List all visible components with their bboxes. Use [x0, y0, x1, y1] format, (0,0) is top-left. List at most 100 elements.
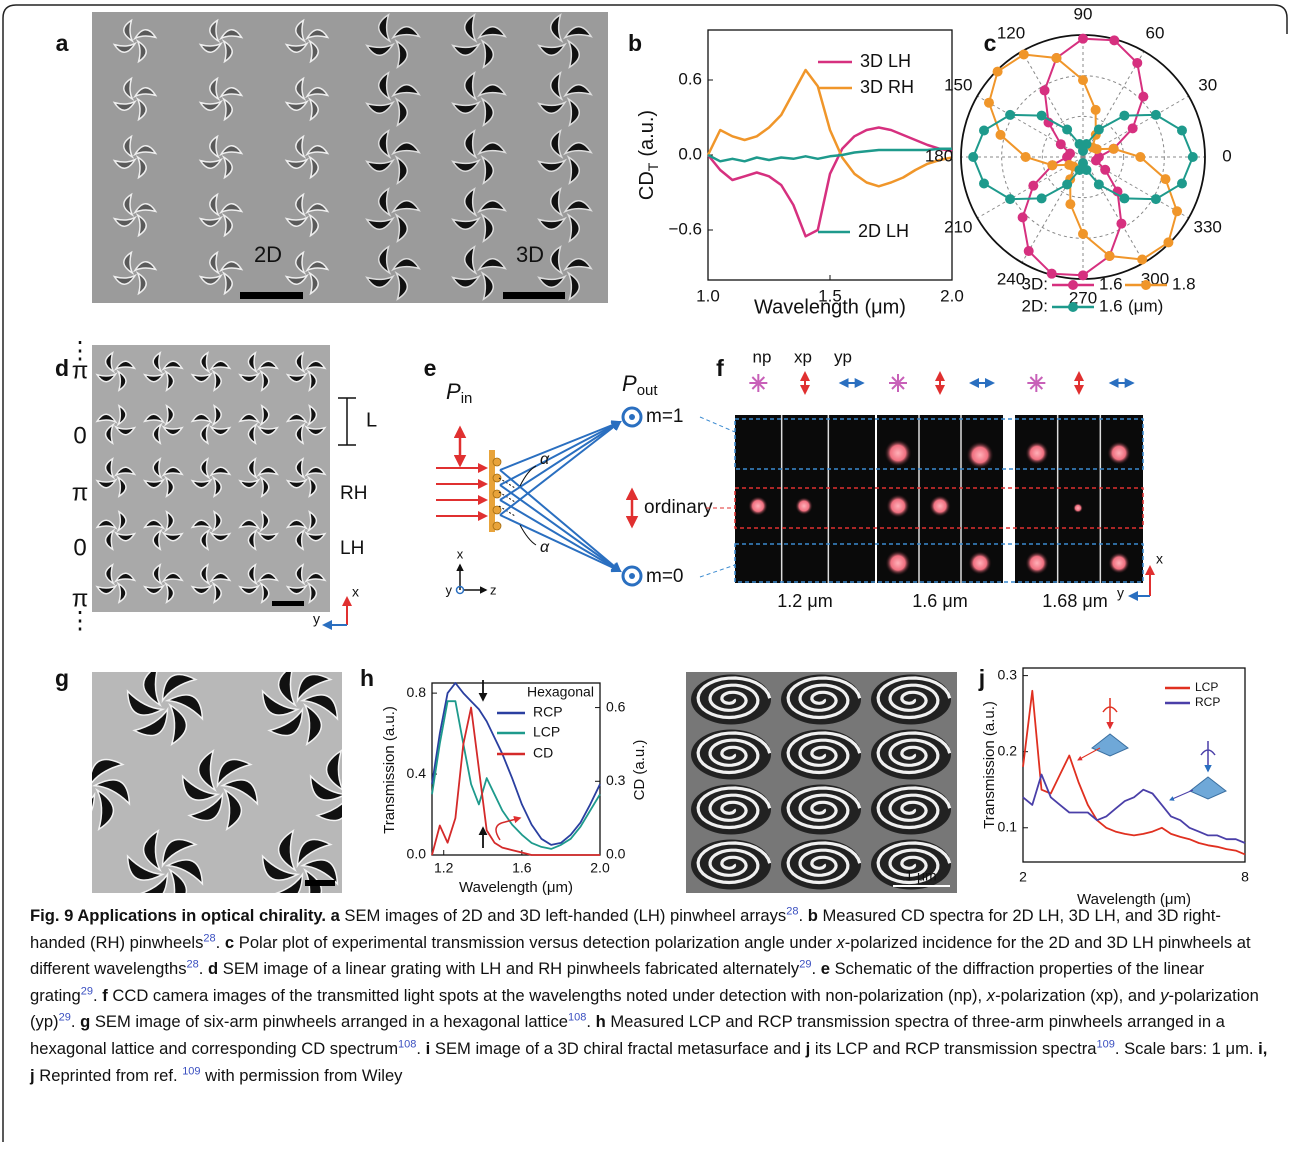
y2-tick-label: 0.3 — [606, 772, 626, 788]
polar-marker — [992, 66, 1003, 77]
pinwheel-arm — [390, 141, 421, 156]
caption-text: 108 — [398, 1038, 417, 1051]
caption-text: i — [425, 1038, 431, 1058]
leader — [699, 416, 736, 433]
pinwheel-arm — [135, 270, 147, 296]
pinwheel-arm — [309, 774, 342, 801]
pinwheel-arm — [304, 360, 327, 371]
pinwheel-arm — [104, 422, 116, 445]
legend-label: 3D LH — [860, 51, 911, 71]
pinwheel-arm — [346, 759, 379, 785]
x-tick-label: 1.5 — [818, 286, 842, 305]
pinwheel-arm — [143, 519, 166, 530]
panel-label: a — [56, 30, 69, 56]
pinwheel-arm — [259, 475, 270, 498]
pinwheel-arm — [306, 404, 318, 427]
polar-marker — [1187, 152, 1198, 162]
caption-text: Polar plot of experimental transmission … — [234, 932, 837, 952]
pinwheel-arm — [256, 466, 279, 477]
pinwheel-arm — [284, 99, 310, 111]
y-tick-label: 0.4 — [407, 765, 427, 781]
caption-text: h — [595, 1012, 606, 1032]
polar-marker — [1081, 164, 1092, 175]
caption-text: Fig. 9 Applications in optical chirality… — [30, 906, 340, 925]
pinwheel-arm — [304, 29, 330, 41]
pinwheel-arm — [163, 475, 175, 498]
legend-label: LCP — [1195, 680, 1218, 694]
pinwheel-arm — [209, 250, 221, 276]
angle-arc — [519, 465, 537, 487]
pinwheel-arm — [152, 457, 163, 480]
axis-label: x — [457, 546, 464, 561]
polar-marker — [1176, 125, 1187, 136]
pinwheel-arm — [208, 425, 232, 436]
legend-marker — [1068, 302, 1078, 312]
pinwheel-arm — [261, 689, 301, 716]
pinwheel-arm — [142, 672, 162, 708]
caption-text: j — [805, 1038, 811, 1058]
y-tick-label: −0.6 — [668, 219, 702, 238]
pinwheel-arm — [285, 584, 309, 595]
pinwheel-arm — [390, 257, 421, 272]
panel-label: j — [978, 665, 985, 691]
pinwheel-arm — [377, 129, 392, 160]
order-label: ordinary — [644, 497, 713, 518]
caption-text: . — [70, 1012, 81, 1032]
pinwheel-arm — [549, 129, 564, 160]
out-of-plane — [621, 406, 643, 428]
pinwheel-arm — [112, 157, 138, 169]
spiral — [786, 676, 862, 720]
caption-text: f — [102, 985, 108, 1005]
caption-text: 28 — [203, 932, 216, 945]
pinwheel-arm — [238, 413, 261, 424]
pinwheel-arm — [116, 404, 127, 427]
pinwheel-arm — [132, 87, 158, 99]
pinwheel-arm — [161, 466, 184, 477]
pinwheel-arm — [163, 404, 175, 427]
polar-marker — [1039, 85, 1050, 96]
pinwheel-arm — [200, 457, 211, 480]
spiral — [876, 841, 952, 885]
p-subscript: out — [637, 382, 659, 399]
axis-label: y — [446, 582, 453, 597]
y-tick-label: 0.2 — [998, 742, 1018, 758]
pinwheel-arm — [549, 71, 564, 102]
angular-grid — [1021, 156, 1084, 263]
y-axis-label: Transmission (a.u.) — [981, 701, 998, 829]
pinwheel-arm — [285, 478, 309, 489]
pinwheel-arm — [295, 76, 307, 102]
pinwheel-arm — [390, 25, 421, 40]
pinwheel-arm — [211, 404, 222, 427]
angle-tick-label: 210 — [944, 217, 972, 236]
polar-marker — [1137, 254, 1148, 265]
caption-text: Measured LCP and RCP transmission spectr… — [30, 1012, 1225, 1058]
polar-marker — [1062, 179, 1073, 190]
polar-marker — [1160, 174, 1171, 185]
caption-text: i, j — [30, 1038, 1268, 1085]
column-label: xp — [794, 347, 812, 366]
polar-marker — [1078, 270, 1088, 281]
caption-text: Schematic of the diffraction properties … — [30, 959, 1205, 1005]
axis-label: y — [1117, 585, 1124, 601]
x-tick-label: 2.0 — [940, 286, 964, 305]
polar-marker — [1078, 75, 1088, 86]
polar-marker — [983, 97, 994, 108]
pinwheel-arm — [152, 351, 163, 374]
pinwheel-arm — [307, 212, 319, 238]
caption-text: . — [811, 959, 821, 979]
pinwheel-arm — [112, 215, 138, 227]
polar-marker — [1062, 124, 1073, 135]
spiral — [786, 731, 862, 775]
angular-grid — [1021, 51, 1084, 158]
caption-text: 28 — [186, 958, 199, 971]
row-box — [734, 543, 1144, 583]
pinwheel-arm — [132, 261, 158, 273]
pinwheel-arm — [221, 96, 233, 122]
pinwheel-arm — [562, 83, 593, 98]
p-symbol: P — [622, 371, 637, 396]
caption-text: 29 — [80, 985, 93, 998]
pinwheel-arm — [463, 129, 478, 160]
pinwheel-arm — [537, 42, 568, 57]
angle-tick-label: 150 — [944, 75, 972, 94]
